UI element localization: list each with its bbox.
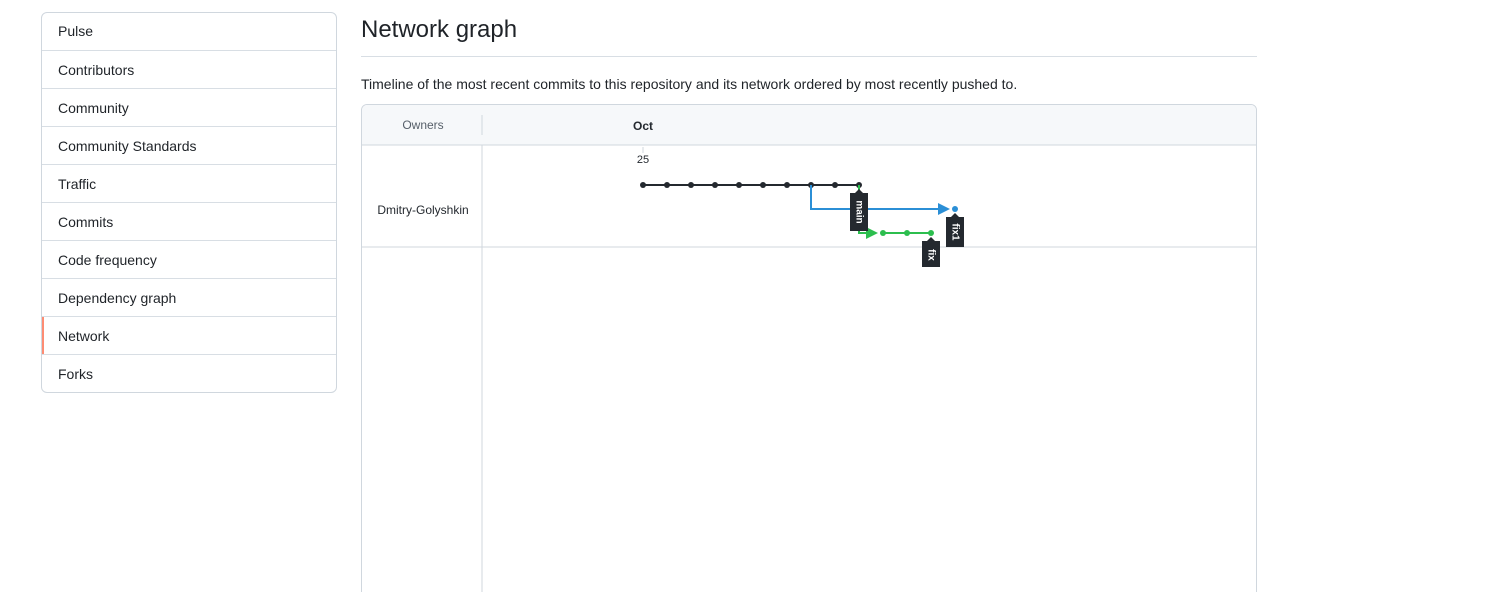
sidebar-item-code-frequency[interactable]: Code frequency	[42, 240, 336, 278]
day-label: 25	[637, 154, 649, 166]
commit-dot	[640, 182, 646, 188]
sidebar-item-commits[interactable]: Commits	[42, 202, 336, 240]
sidebar-item-forks[interactable]: Forks	[42, 354, 336, 392]
network-graph[interactable]: Owners Oct 25 Dmitry-Golyshkin	[361, 104, 1257, 592]
sidebar-item-dependency-graph[interactable]: Dependency graph	[42, 278, 336, 316]
owner-name[interactable]: Dmitry-Golyshkin	[377, 203, 468, 217]
commit-dot	[832, 182, 838, 188]
branch-label-fix1-text: fix1	[949, 223, 960, 241]
branch-label-fix1[interactable]: fix1	[946, 213, 964, 247]
commit-dot	[736, 182, 742, 188]
fix-commit-dot[interactable]	[928, 230, 934, 236]
branch-label-main-text: main	[853, 200, 864, 223]
owners-header: Owners	[402, 118, 443, 132]
page-title: Network graph	[361, 16, 518, 43]
fix-commit-dot[interactable]	[904, 230, 910, 236]
graph-header	[362, 105, 1256, 145]
commit-dot	[688, 182, 694, 188]
commit-dot	[784, 182, 790, 188]
sidebar-item-network[interactable]: Network	[42, 316, 336, 354]
fix1-commit-dot[interactable]	[952, 206, 958, 212]
sidebar-item-community[interactable]: Community	[42, 88, 336, 126]
branch-label-fix[interactable]: fix	[922, 237, 940, 267]
page-description: Timeline of the most recent commits to t…	[361, 76, 1018, 92]
sidebar-item-traffic[interactable]: Traffic	[42, 164, 336, 202]
sidebar-item-community-standards[interactable]: Community Standards	[42, 126, 336, 164]
branch-label-main[interactable]: main	[850, 189, 868, 231]
commit-dot	[760, 182, 766, 188]
sidebar-item-pulse[interactable]: Pulse	[58, 23, 94, 39]
month-label: Oct	[633, 119, 653, 133]
branch-label-fix-text: fix	[925, 249, 936, 261]
fix1-branch-line	[810, 185, 950, 215]
main-branch-commits[interactable]	[640, 182, 862, 188]
fix-commit-dot[interactable]	[880, 230, 886, 236]
network-graph-canvas[interactable]: Owners Oct 25 Dmitry-Golyshkin	[362, 105, 1257, 592]
sidebar-item-contributors[interactable]: Contributors	[42, 50, 336, 88]
title-divider	[361, 56, 1257, 57]
commit-dot	[712, 182, 718, 188]
commit-dot	[664, 182, 670, 188]
insights-sidebar: Pulse Contributors Community Community S…	[41, 12, 337, 393]
